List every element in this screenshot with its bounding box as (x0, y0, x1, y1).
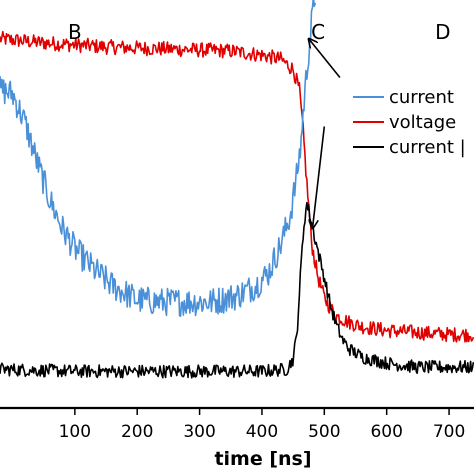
series-line-current-0 (0, 0, 317, 317)
region-label-b: B (68, 20, 82, 44)
x-tick-label: 700 (433, 422, 465, 442)
annotation-layer (309, 39, 341, 229)
x-tick-label: 100 (59, 422, 91, 442)
legend-label-1: current (389, 87, 454, 108)
annotation-arrow-2 (312, 126, 326, 228)
series-layer (0, 0, 474, 379)
annotation-arrow-1 (309, 39, 341, 79)
x-axis-ticks: 100 200 300 400 500 600 700 (59, 408, 465, 442)
x-tick-label: 300 (183, 422, 215, 442)
legend-label-2: voltage (389, 112, 456, 133)
region-label-d: D (435, 20, 450, 44)
x-tick-label: 500 (308, 422, 340, 442)
region-label-c: C (311, 20, 325, 44)
legend-label-3: current | (389, 137, 466, 158)
x-tick-label: 600 (370, 422, 402, 442)
x-tick-label: 200 (121, 422, 153, 442)
region-labels: B C D (68, 20, 451, 44)
series-line-current-2 (0, 201, 474, 379)
series-line-voltage-1 (0, 30, 474, 343)
x-tick-label: 400 (246, 422, 278, 442)
legend: current voltage current | (344, 82, 474, 162)
x-axis-title: time [ns] (214, 448, 311, 470)
